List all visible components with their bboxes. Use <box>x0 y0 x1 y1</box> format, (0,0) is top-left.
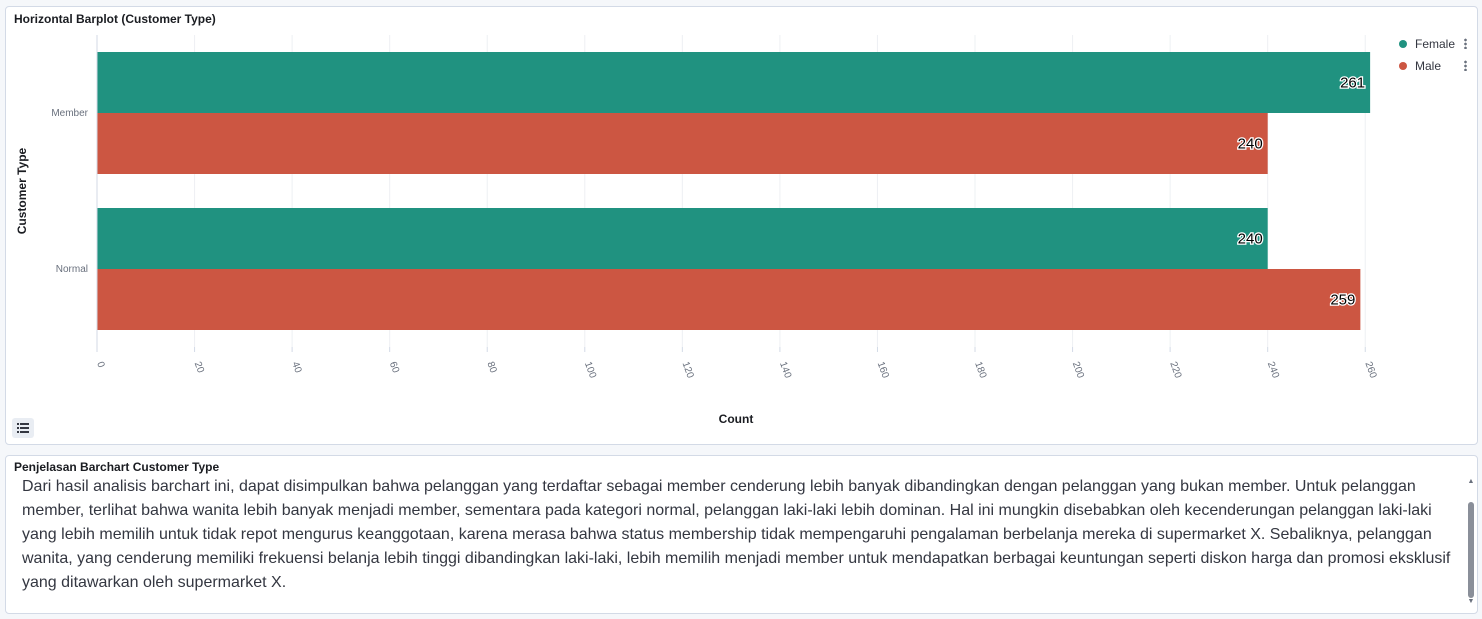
bar-value-label: 240 <box>1238 136 1263 153</box>
description-text: Dari hasil analisis barchart ini, dapat … <box>22 478 1451 591</box>
x-tick-label: 240 <box>1265 360 1281 380</box>
legend-toggle-button[interactable] <box>12 418 34 438</box>
y-axis-title: Customer Type <box>15 147 29 234</box>
text-panel: Penjelasan Barchart Customer Type Dari h… <box>5 455 1478 614</box>
x-tick-label: 160 <box>875 360 891 380</box>
scroll-up-icon[interactable]: ▲ <box>1467 478 1475 485</box>
y-tick-label: Normal <box>56 264 88 275</box>
x-tick-label: 40 <box>289 360 303 375</box>
x-tick-label: 120 <box>680 360 696 380</box>
bar-male-normal[interactable] <box>97 269 1361 330</box>
chart-panel-title: Horizontal Barplot (Customer Type) <box>14 12 216 26</box>
vertical-dots-icon[interactable] <box>1464 60 1467 71</box>
x-tick-label: 100 <box>582 360 598 380</box>
scroll-down-icon[interactable]: ▼ <box>1467 598 1475 605</box>
bar-female-normal[interactable] <box>97 208 1268 269</box>
bar-value-label: 240 <box>1238 231 1263 248</box>
x-tick-label: 60 <box>387 360 401 375</box>
legend-label-male: Male <box>1414 59 1441 73</box>
x-axis-title: Count <box>719 412 754 426</box>
x-tick-label: 200 <box>1070 360 1086 380</box>
female-dot-icon <box>1398 40 1407 48</box>
x-tick-label: 20 <box>192 360 206 375</box>
list-icon <box>17 423 29 433</box>
x-tick-label: 220 <box>1167 360 1183 380</box>
bar-value-label: 261 <box>1340 75 1365 92</box>
legend-item-male[interactable]: Male <box>1398 57 1467 79</box>
x-tick-label: 140 <box>777 360 793 380</box>
bar-value-label: 259 <box>1330 292 1355 309</box>
chart-panel: Horizontal Barplot (Customer Type) 261 24… <box>5 6 1478 445</box>
bar-female-member[interactable] <box>97 52 1371 113</box>
x-tick-label: 260 <box>1362 360 1378 380</box>
x-tick-label: 0 <box>94 360 106 369</box>
scrollbar[interactable]: ▲ ▼ <box>1467 478 1475 606</box>
text-panel-title: Penjelasan Barchart Customer Type <box>14 460 220 474</box>
x-tick-label: 180 <box>972 360 988 380</box>
chart-legend: Female Male <box>1398 35 1467 79</box>
vertical-dots-icon[interactable] <box>1464 38 1467 49</box>
male-dot-icon <box>1398 62 1407 70</box>
legend-item-female[interactable]: Female <box>1398 35 1467 57</box>
scroll-thumb[interactable] <box>1468 502 1474 598</box>
y-tick-label: Member <box>51 108 88 119</box>
legend-label-female: Female <box>1414 37 1455 51</box>
bar-male-member[interactable] <box>97 113 1268 174</box>
bar-chart: 261 240 240 259 0 20 40 60 80 100 120 140 160 180 200… <box>15 35 1379 426</box>
x-tick-label: 80 <box>484 360 498 375</box>
